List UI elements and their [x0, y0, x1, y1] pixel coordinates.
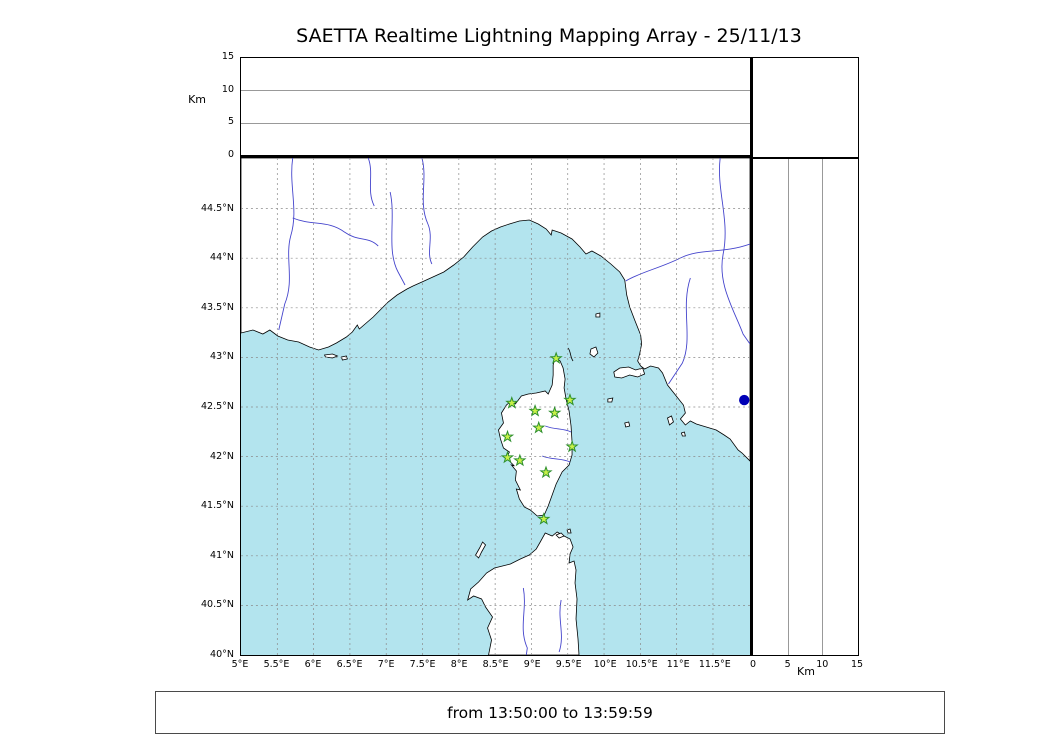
island-porquerolles — [323, 353, 339, 359]
altitude-gridline — [822, 159, 824, 655]
islet-line-cap-corse — [567, 347, 574, 362]
map-svg — [241, 158, 750, 655]
island-corsica — [498, 356, 573, 517]
island-gorgona — [595, 312, 601, 318]
lon-tick-label: 5.5°E — [263, 659, 290, 670]
lat-tick-label: 40°N — [210, 649, 234, 660]
island-montecristo — [624, 421, 631, 428]
land-mainland-france-italy — [241, 158, 750, 462]
station-markers — [500, 351, 579, 525]
station-star-marker — [528, 403, 542, 417]
km-tick-label-right: 5 — [784, 659, 791, 670]
river-var — [389, 191, 406, 286]
island-asinara — [475, 541, 487, 559]
lat-tick-label: 44°N — [210, 252, 234, 264]
km-tick-label-top: 5 — [227, 116, 234, 128]
station-star-marker — [539, 465, 553, 479]
station-star-marker — [532, 420, 546, 434]
altitude-axis-label-right: Km — [797, 665, 815, 678]
altitude-gridline — [787, 159, 789, 655]
lon-tick-label: 11.5°E — [698, 659, 731, 670]
lat-tick-label: 43.5°N — [200, 301, 234, 313]
station-star-marker — [563, 393, 577, 406]
lat-tick-label: 40.5°N — [200, 599, 234, 611]
river-alpine-stream — [367, 158, 375, 207]
lat-tick-label: 42.5°N — [200, 401, 234, 412]
km-tick-label-right: 10 — [816, 659, 829, 670]
island-giannutri — [680, 431, 686, 437]
rivers — [278, 158, 750, 655]
altitude-longitude-panel — [240, 57, 753, 158]
map-grid — [241, 158, 750, 655]
altitude-gridline — [241, 122, 750, 124]
lon-tick-label: 11°E — [666, 659, 690, 670]
lon-tick-label: 7°E — [377, 659, 395, 670]
lon-tick-label: 9.5°E — [555, 659, 582, 670]
altitude-axis-label-top: Km — [188, 93, 206, 106]
event-dot-marker — [739, 394, 750, 406]
figure-title: SAETTA Realtime Lightning Mapping Array … — [296, 25, 802, 47]
lat-tick-label: 42°N — [210, 450, 234, 462]
lon-tick-label: 7.5°E — [409, 659, 436, 670]
river-tiber — [719, 158, 750, 345]
lat-tick-label: 44.5°N — [200, 202, 234, 214]
lon-tick-label: 6°E — [304, 659, 322, 670]
corner-box — [753, 57, 859, 158]
island-capraia — [589, 346, 599, 358]
island-la-maddalena — [555, 532, 565, 539]
lon-tick-label: 9°E — [523, 659, 541, 670]
station-star-marker — [505, 395, 519, 409]
station-star-marker — [565, 439, 579, 453]
river-ombrone — [668, 277, 691, 385]
river-durance — [292, 217, 379, 247]
lon-tick-label: 8°E — [450, 659, 468, 670]
island-elba — [613, 366, 646, 379]
island-giglio — [667, 415, 674, 426]
lon-tick-label: 6.5°E — [336, 659, 363, 670]
lat-tick-label: 43°N — [210, 351, 234, 363]
lat-tick-label: 41°N — [210, 549, 234, 561]
island-caprera — [566, 528, 572, 534]
map-panel — [240, 158, 753, 656]
lon-tick-label: 5°E — [231, 659, 249, 670]
km-tick-label-top: 0 — [227, 149, 234, 160]
station-star-marker — [537, 512, 551, 525]
river-arno — [625, 243, 750, 282]
km-tick-label-right: 0 — [749, 659, 757, 670]
lon-tick-label: 8.5°E — [482, 659, 509, 670]
time-range-text: from 13:50:00 to 13:59:59 — [447, 703, 653, 722]
km-tick-label-right: 15 — [850, 659, 864, 670]
river-golo — [545, 425, 572, 433]
river-sardinia-west — [522, 587, 528, 655]
altitude-gridline — [241, 90, 750, 92]
station-star-marker — [500, 450, 515, 464]
km-tick-label-top: 15 — [221, 51, 234, 62]
station-star-marker — [548, 405, 562, 419]
island-pianosa — [607, 397, 614, 403]
lat-tick-label: 41.5°N — [200, 500, 234, 512]
river-tanaro — [421, 158, 433, 265]
landmasses — [241, 158, 750, 655]
lon-tick-label: 10.5°E — [625, 659, 658, 670]
station-star-marker — [549, 351, 563, 365]
altitude-latitude-panel — [753, 158, 859, 656]
lon-tick-label: 10°E — [593, 659, 617, 670]
time-range-box: from 13:50:00 to 13:59:59 — [155, 691, 945, 734]
river-rhone — [278, 158, 295, 331]
event-markers — [739, 394, 750, 406]
island-port-cros — [340, 355, 348, 361]
river-sardinia-east — [558, 599, 562, 653]
km-tick-label-top: 10 — [221, 83, 234, 95]
station-star-marker — [500, 429, 515, 443]
station-star-marker — [513, 453, 527, 467]
island-sardinia — [467, 531, 580, 655]
